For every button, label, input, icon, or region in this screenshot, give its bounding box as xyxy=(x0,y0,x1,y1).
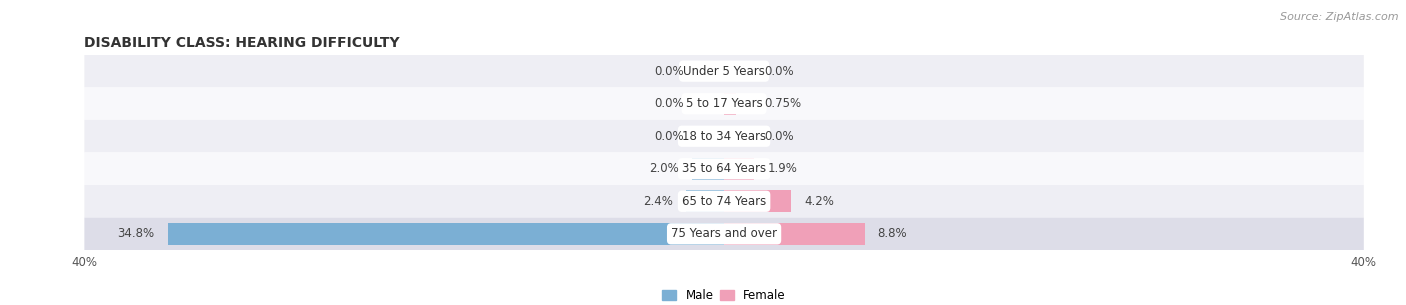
Text: 0.0%: 0.0% xyxy=(654,65,685,78)
Text: 5 to 17 Years: 5 to 17 Years xyxy=(686,97,762,110)
Text: 35 to 64 Years: 35 to 64 Years xyxy=(682,162,766,175)
Text: 2.4%: 2.4% xyxy=(643,195,673,208)
FancyBboxPatch shape xyxy=(84,120,1364,152)
Text: 0.0%: 0.0% xyxy=(763,65,794,78)
Text: 0.0%: 0.0% xyxy=(654,97,685,110)
Text: 8.8%: 8.8% xyxy=(877,227,907,240)
Text: 4.2%: 4.2% xyxy=(804,195,834,208)
FancyBboxPatch shape xyxy=(84,88,1364,120)
Text: 0.0%: 0.0% xyxy=(654,130,685,143)
Text: 34.8%: 34.8% xyxy=(118,227,155,240)
FancyBboxPatch shape xyxy=(84,55,1364,88)
Bar xyxy=(724,223,865,245)
Text: Under 5 Years: Under 5 Years xyxy=(683,65,765,78)
Bar xyxy=(724,158,755,180)
Text: 65 to 74 Years: 65 to 74 Years xyxy=(682,195,766,208)
Legend: Male, Female: Male, Female xyxy=(658,284,790,305)
Text: 2.0%: 2.0% xyxy=(650,162,679,175)
Bar xyxy=(724,190,792,212)
Bar xyxy=(686,190,724,212)
Text: 1.9%: 1.9% xyxy=(768,162,797,175)
Text: Source: ZipAtlas.com: Source: ZipAtlas.com xyxy=(1281,12,1399,22)
FancyBboxPatch shape xyxy=(84,185,1364,217)
Bar xyxy=(167,223,724,245)
Bar xyxy=(692,158,724,180)
Text: 75 Years and over: 75 Years and over xyxy=(671,227,778,240)
Bar xyxy=(724,93,737,115)
FancyBboxPatch shape xyxy=(84,152,1364,185)
Text: DISABILITY CLASS: HEARING DIFFICULTY: DISABILITY CLASS: HEARING DIFFICULTY xyxy=(84,36,399,50)
FancyBboxPatch shape xyxy=(84,217,1364,250)
Text: 0.0%: 0.0% xyxy=(763,130,794,143)
Text: 18 to 34 Years: 18 to 34 Years xyxy=(682,130,766,143)
Text: 0.75%: 0.75% xyxy=(763,97,801,110)
